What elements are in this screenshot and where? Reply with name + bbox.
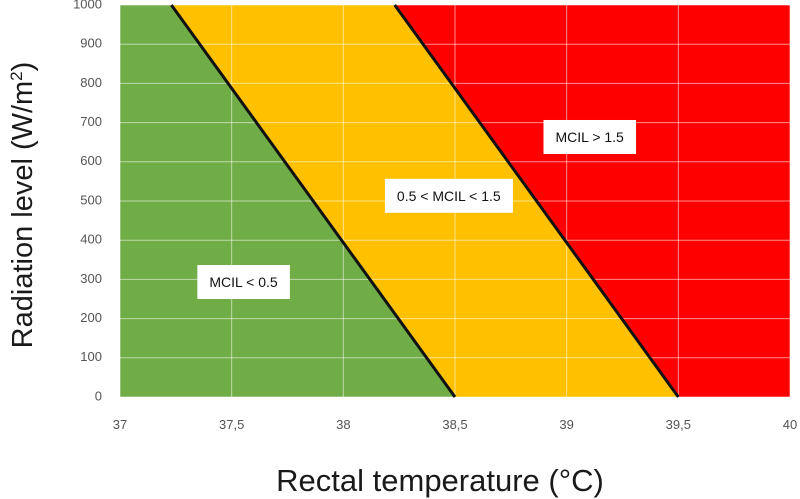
x-tick-label: 37,5 — [219, 417, 244, 432]
x-tick-label: 39 — [559, 417, 573, 432]
y-tick-label: 1000 — [73, 0, 102, 11]
y-tick-label: 900 — [80, 36, 102, 51]
x-tick-label: 37 — [113, 417, 127, 432]
region-label-text: MCIL < 0.5 — [209, 274, 278, 290]
region-label-text: 0.5 < MCIL < 1.5 — [397, 188, 501, 204]
region-label-box — [384, 178, 513, 213]
region-label-text: MCIL > 1.5 — [556, 129, 625, 145]
boundary-line-2 — [393, 4, 680, 398]
region-label-2: 0.5 < MCIL < 1.5 — [384, 178, 513, 213]
region-label-3: MCIL > 1.5 — [543, 119, 637, 154]
tick-labels: 37 37,5 38 38,5 39 39,5 4001002003004005006007… — [73, 0, 797, 432]
y-tick-label: 600 — [80, 153, 102, 168]
y-axis-title-main: Radiation level (W/m — [7, 81, 39, 349]
x-tick-label: 38 — [336, 417, 350, 432]
y-axis-title-superscript: 2 — [7, 71, 26, 80]
boundary-lines — [170, 4, 680, 398]
boundary-line-1 — [170, 4, 457, 398]
y-tick-label: 0 — [95, 388, 102, 403]
y-tick-label: 700 — [80, 114, 102, 129]
region-label-box — [543, 119, 637, 154]
y-axis-title: Radiation level (W/m2) — [7, 62, 39, 349]
x-tick-label: 39,5 — [666, 417, 691, 432]
region-label-1: MCIL < 0.5 — [197, 265, 290, 300]
y-tick-label: 200 — [80, 310, 102, 325]
y-tick-label: 800 — [80, 75, 102, 90]
y-tick-label: 500 — [80, 192, 102, 207]
y-axis-title-end: ) — [7, 62, 39, 72]
region-labels: MCIL < 0.5 0.5 < MCIL < 1.5 MCIL > 1.5 — [197, 119, 637, 300]
y-tick-label: 300 — [80, 271, 102, 286]
x-tick-label: 38,5 — [442, 417, 467, 432]
x-tick-label: 40 — [783, 417, 797, 432]
x-axis-title: Rectal temperature (°C) — [276, 463, 604, 498]
y-tick-label: 100 — [80, 349, 102, 364]
region-label-box — [197, 265, 290, 300]
y-tick-label: 400 — [80, 232, 102, 247]
